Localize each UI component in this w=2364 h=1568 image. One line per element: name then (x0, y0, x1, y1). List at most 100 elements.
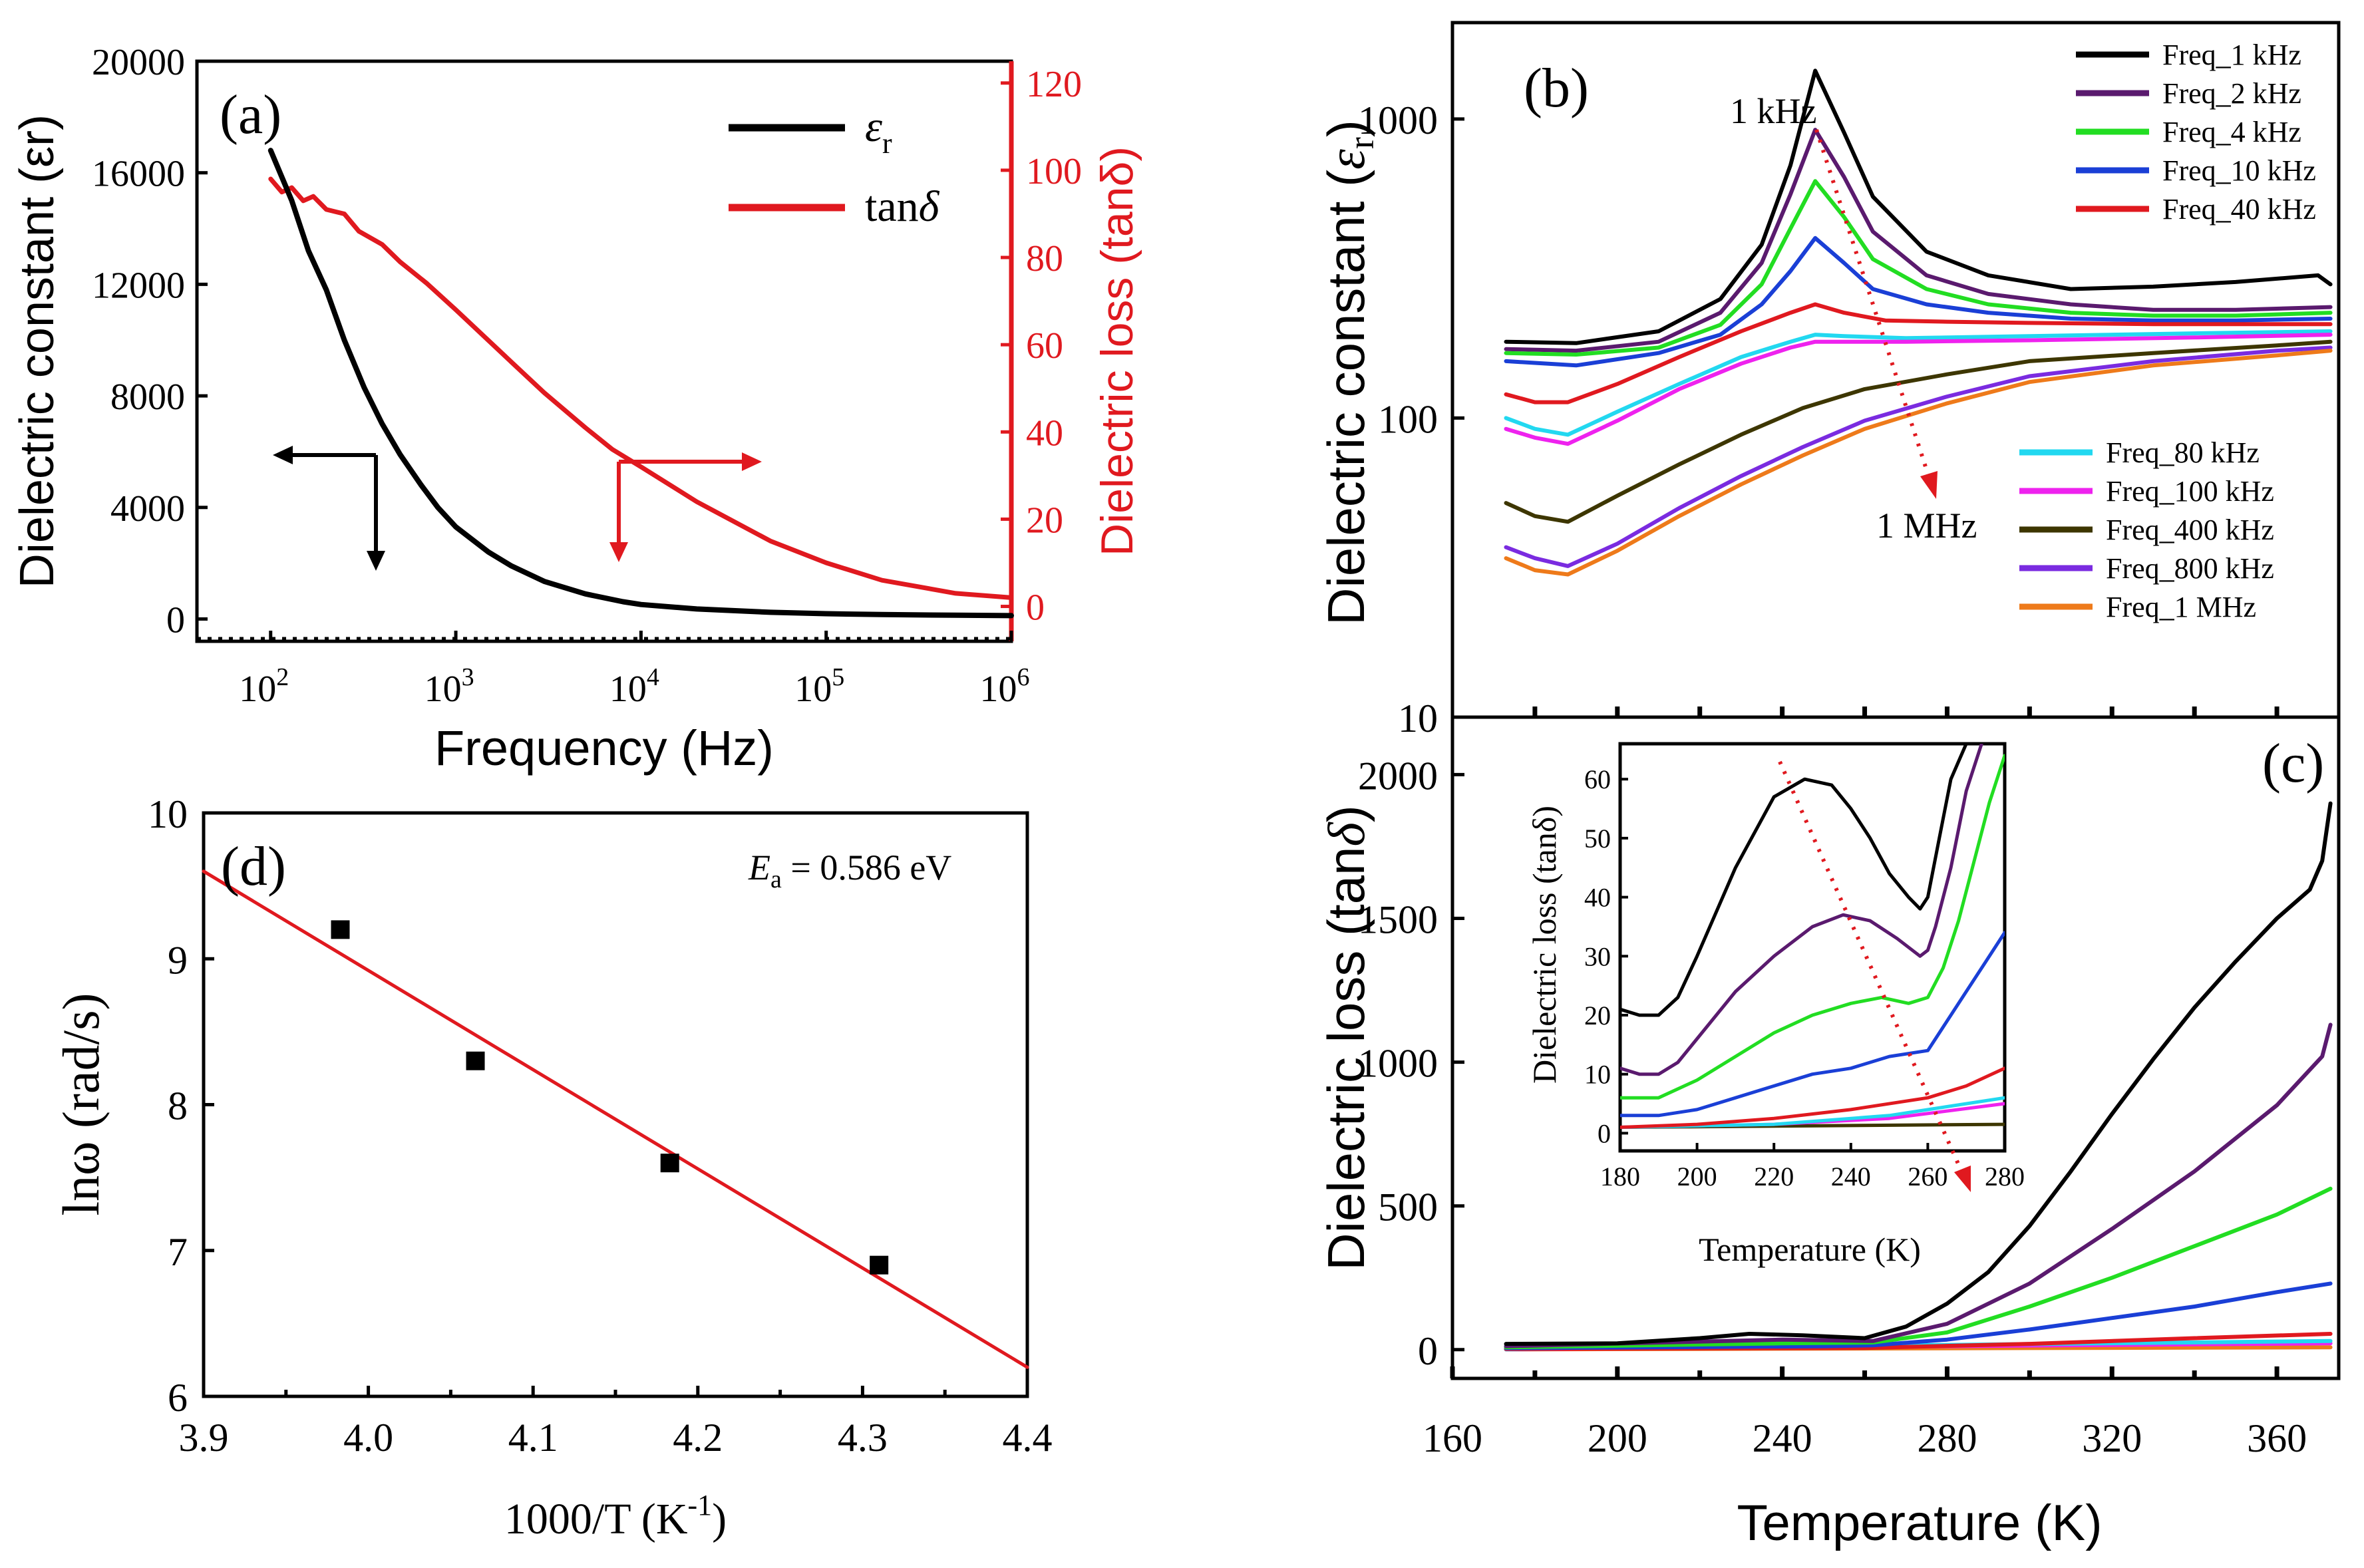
d-ytick-label: 7 (168, 1230, 188, 1274)
c-ytick-label: 0 (1418, 1329, 1438, 1373)
d-data-point (870, 1255, 889, 1275)
d-ytick-label: 6 (168, 1376, 188, 1420)
inset-xtick-label: 200 (1677, 1162, 1717, 1191)
panel-a-arrows (273, 446, 762, 571)
inset-series-freq-4-khz (1620, 754, 2005, 1100)
panel-b-annotation-1khz: 1 kHz (1730, 91, 1816, 131)
panel-d-ea-annotation: Ea = 0.586 eV (748, 848, 951, 893)
b-legend-label-freq-800-khz: Freq_800 kHz (2106, 552, 2274, 585)
panel-a-xlabel: Frequency (Hz) (434, 720, 774, 776)
a-ytick-right-label: 40 (1026, 412, 1063, 454)
inset-frame (1618, 742, 2007, 1153)
panel-b-label: (b) (1524, 57, 1589, 119)
inset-ylabel: Dielectric loss (tanδ) (1526, 806, 1563, 1084)
legend-tand-label: tanδ (865, 182, 940, 231)
inset-series-freq-40-khz (1620, 1066, 2005, 1129)
d-xtick-label: 3.9 (179, 1416, 229, 1460)
inset-xtick-label: 180 (1600, 1162, 1640, 1191)
c-xtick-label: 360 (2247, 1416, 2307, 1460)
panel-d-xlabel: 1000/T (K-1) (504, 1489, 727, 1543)
panel-b-ylabel: Dielectric constant (εr) (1317, 120, 1381, 625)
a-ytick-left-label: 0 (166, 599, 185, 641)
panel-a-left-ticks: 0 4000 8000 12000 16000 20000 (92, 42, 208, 641)
panel-a-ylabel-left: Dielectric constant (εr) (11, 114, 64, 588)
inset-ytick-label: 20 (1584, 1001, 1611, 1030)
panel-c-frame (1450, 715, 2341, 1380)
b-legend-label-freq-1-khz: Freq_1 kHz (2162, 39, 2301, 71)
d-xtick-label: 4.1 (508, 1416, 558, 1460)
a-xtick-label: 104 (609, 663, 659, 710)
inset-ytick-label: 60 (1584, 764, 1611, 794)
b-legend-label-freq-40-khz: Freq_40 kHz (2162, 193, 2316, 226)
b-series-freq-800-khz (1504, 345, 2333, 568)
panel-b-y-ticks: 10 100 1000 (1358, 98, 1464, 740)
d-data-point (331, 920, 350, 939)
inset-ytick-label: 40 (1584, 883, 1611, 913)
b-series-freq-2-khz (1504, 128, 2333, 353)
panel-c-inset: 0 10 20 30 40 50 60 180 200 220 240 260 280 Dielect… (1526, 742, 2025, 1268)
a-ytick-left-label: 20000 (92, 42, 185, 83)
a-ytick-left-label: 16000 (92, 154, 185, 195)
panel-d-y-ticks: 6 7 8 9 10 (148, 792, 214, 1420)
inset-series-freq-2-khz (1620, 744, 1983, 1076)
b-legend-label-freq-100-khz: Freq_100 kHz (2106, 475, 2274, 508)
panel-c-ylabel: Dielectric loss (tanδ) (1317, 805, 1375, 1270)
panel-b-series (1504, 69, 2333, 577)
b-series-freq-80-khz (1504, 329, 2333, 437)
c-series-freq-2-khz (1504, 1022, 2333, 1348)
d-ytick-label: 9 (168, 938, 188, 982)
c-xtick-label: 320 (2082, 1416, 2142, 1460)
a-xtick-label: 102 (239, 663, 289, 710)
d-xtick-label: 4.2 (673, 1416, 723, 1460)
inset-trend-arrow (1778, 760, 1965, 1176)
a-ytick-right-label: 0 (1026, 587, 1045, 629)
b-legend-label-freq-4-khz: Freq_4 kHz (2162, 116, 2301, 148)
c-ytick-label: 1500 (1358, 898, 1438, 942)
inset-series-freq-10-khz (1620, 931, 2005, 1118)
inset-ytick-label: 30 (1584, 941, 1611, 971)
a-series-er (267, 148, 1014, 619)
a-ytick-right-label: 20 (1026, 500, 1063, 541)
inset-xlabel: Temperature (K) (1699, 1231, 1921, 1268)
a-ytick-right-label: 100 (1026, 151, 1082, 192)
c-ytick-label: 500 (1378, 1185, 1438, 1229)
b-series-freq-400-khz (1504, 339, 2333, 524)
inset-xtick-label: 240 (1831, 1162, 1871, 1191)
panel-a-ylabel-right: Dielectric loss (tanδ) (1092, 146, 1142, 556)
inset-ytick-label: 0 (1598, 1118, 1611, 1148)
d-ytick-label: 8 (168, 1084, 188, 1128)
b-legend-label-freq-1-mhz: Freq_1 MHz (2106, 591, 2256, 623)
panel-d-series (202, 869, 1029, 1369)
c-xtick-label: 280 (1917, 1416, 1977, 1460)
legend-er-label: εr (865, 102, 892, 160)
inset-xtick-label: 260 (1908, 1162, 1947, 1191)
inset-series (1620, 744, 2005, 1129)
inset-x-ticks: 180 200 220 240 260 280 (1600, 1143, 2025, 1191)
panel-c-x-ticks: 160 200 240 280 320 360 (1423, 1366, 2307, 1460)
panel-b-trend-arrowhead (1920, 471, 1938, 499)
b-series-freq-1-khz (1504, 69, 2333, 345)
a-ytick-left-label: 8000 (110, 377, 185, 418)
d-ytick-label: 10 (148, 792, 188, 836)
b-series-freq-10-khz (1504, 235, 2333, 368)
panel-c-xlabel: Temperature (K) (1737, 1495, 2102, 1551)
a-ytick-right-label: 120 (1026, 64, 1082, 105)
inset-xtick-label: 280 (1985, 1162, 2025, 1191)
panel-c-series (1504, 801, 2333, 1352)
b-legend-label-freq-10-khz: Freq_10 kHz (2162, 154, 2316, 187)
a-series-tand (268, 176, 1014, 600)
inset-trend-arrowhead (1954, 1166, 1971, 1192)
a-xtick-label: 105 (794, 663, 844, 710)
d-xtick-label: 4.4 (1003, 1416, 1053, 1460)
panel-b-annotation-1mhz: 1 MHz (1876, 506, 1977, 546)
d-xtick-label: 4.0 (343, 1416, 393, 1460)
b-legend-label-freq-400-khz: Freq_400 kHz (2106, 514, 2274, 546)
c-series-freq-1-khz (1504, 801, 2333, 1346)
c-xtick-label: 240 (1753, 1416, 1812, 1460)
panel-a-right-ticks: 0 20 40 60 80 100 120 (1001, 61, 1082, 641)
panel-d-label: (d) (221, 836, 286, 897)
inset-ytick-label: 10 (1584, 1060, 1611, 1090)
b-series-freq-40-khz (1504, 302, 2333, 404)
